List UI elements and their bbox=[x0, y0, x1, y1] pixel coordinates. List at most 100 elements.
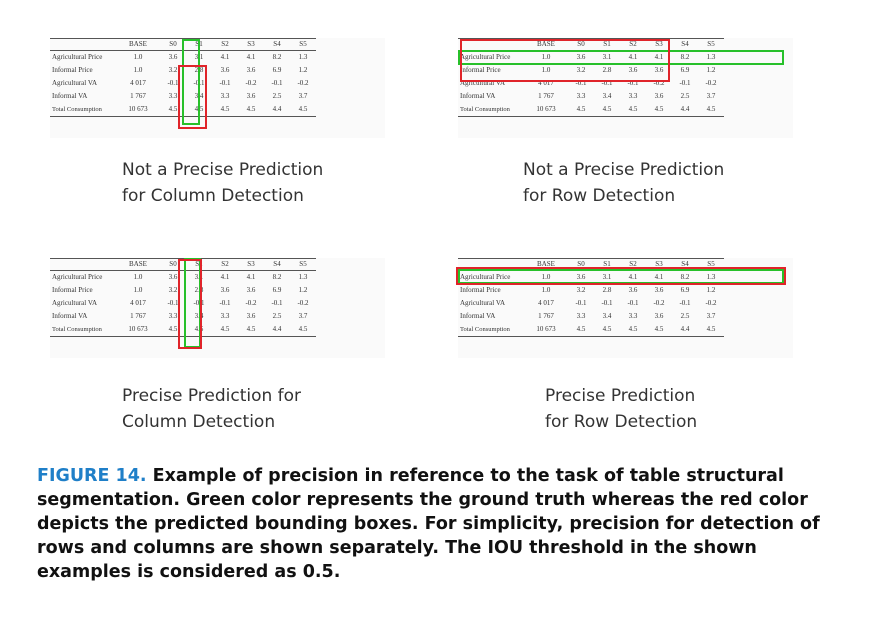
table-cell: 3.6 bbox=[576, 273, 586, 281]
table-cell: 2.5 bbox=[680, 92, 690, 100]
table-cell: -0.1 bbox=[193, 299, 205, 307]
table-cell: 4.5 bbox=[212, 323, 238, 337]
row-label: Agricultural VA bbox=[460, 79, 506, 87]
row-label: Informal VA bbox=[52, 92, 88, 100]
table-cell: 4.5 bbox=[620, 103, 646, 117]
table-cell: 3.6 bbox=[220, 66, 230, 74]
figure-text: Example of precision in reference to the… bbox=[37, 466, 820, 582]
table-cell: 4 017 bbox=[130, 79, 146, 87]
data-table: BASE S0 S1 S2 S3 S4 S5 Agricultural Price 1.0 3.6… bbox=[458, 258, 724, 337]
table-cell: -0.1 bbox=[627, 299, 639, 307]
table-row: Agricultural VA 4 017 -0.1 -0.1 -0.1 -0.2 -0.1… bbox=[458, 297, 724, 310]
column-header: S3 bbox=[646, 258, 672, 271]
table-row: Informal VA 1 767 3.3 3.4 3.3 3.6 2.5 3.7 bbox=[50, 90, 316, 103]
row-label: Total Consumption bbox=[458, 323, 524, 337]
table-cell: 4.5 bbox=[568, 103, 594, 117]
row-label: Total Consumption bbox=[458, 103, 524, 117]
column-header: S0 bbox=[568, 258, 594, 271]
table-cell: 3.6 bbox=[628, 66, 638, 74]
table-cell: -0.2 bbox=[245, 79, 257, 87]
table-cell: 4.5 bbox=[698, 323, 724, 337]
table-row: Informal Price 1.0 3.2 2.8 3.6 3.6 6.9 1.2 bbox=[458, 64, 724, 77]
table-cell: 1.0 bbox=[541, 66, 551, 74]
table-cell: 4.1 bbox=[246, 273, 256, 281]
table-row: Total Consumption 10 673 4.5 4.5 4.5 4.5 4.4 4.… bbox=[458, 103, 724, 117]
table-cell: 4.5 bbox=[646, 103, 672, 117]
table-image: BASE S0 S1 S2 S3 S4 S5 Agricultural Price 1.0 3.6… bbox=[458, 38, 724, 117]
column-header: S5 bbox=[698, 38, 724, 51]
table-row: Informal VA 1 767 3.3 3.4 3.3 3.6 2.5 3.7 bbox=[50, 310, 316, 323]
table-cell: 1.0 bbox=[133, 66, 143, 74]
row-label: Informal Price bbox=[460, 286, 501, 294]
table-row: Agricultural VA 4 017 -0.1 -0.1 -0.1 -0.2 -0.1… bbox=[458, 77, 724, 90]
table-cell: 1 767 bbox=[130, 312, 146, 320]
table-cell: 10 673 bbox=[116, 323, 160, 337]
table-cell: -0.1 bbox=[679, 299, 691, 307]
table-cell: 4.1 bbox=[628, 273, 638, 281]
column-header bbox=[458, 38, 524, 51]
table-image: BASE S0 S1 S2 S3 S4 S5 Agricultural Price 1.0 3.6… bbox=[50, 38, 316, 117]
column-header: BASE bbox=[524, 38, 568, 51]
table-cell: 4.5 bbox=[620, 323, 646, 337]
column-header: S4 bbox=[672, 258, 698, 271]
table-cell: 3.2 bbox=[576, 286, 586, 294]
table-cell: 3.6 bbox=[246, 66, 256, 74]
table-cell: -0.2 bbox=[653, 79, 665, 87]
table-cell: 3.6 bbox=[654, 312, 664, 320]
table-cell: -0.1 bbox=[167, 79, 179, 87]
table-cell: 1 767 bbox=[538, 92, 554, 100]
table-cell: 2.8 bbox=[194, 66, 204, 74]
table-cell: 3.1 bbox=[194, 53, 204, 61]
data-table: BASE S0 S1 S2 S3 S4 S5 Agricultural Price 1.0 3.6… bbox=[50, 38, 316, 117]
panel-caption: Precise Prediction for Column Detection bbox=[122, 386, 302, 432]
column-header bbox=[458, 258, 524, 271]
table-row: Total Consumption 10 673 4.5 4.5 4.5 4.5 4.4 4.… bbox=[50, 323, 316, 337]
table-cell: 4.5 bbox=[186, 323, 212, 337]
table-cell: 1.3 bbox=[298, 53, 308, 61]
column-header: S1 bbox=[186, 258, 212, 271]
panel-column-precise: BASE S0 S1 S2 S3 S4 S5 Agricultural Price 1.0 3.6… bbox=[50, 258, 385, 358]
data-table: BASE S0 S1 S2 S3 S4 S5 Agricultural Price 1.0 3.6… bbox=[458, 38, 724, 117]
table-cell: -0.1 bbox=[601, 299, 613, 307]
table-row: Agricultural Price 1.0 3.6 3.1 4.1 4.1 8.2 1.3 bbox=[50, 271, 316, 285]
table-cell: -0.2 bbox=[705, 79, 717, 87]
table-row: Agricultural VA 4 017 -0.1 -0.1 -0.1 -0.2 -0.1… bbox=[50, 77, 316, 90]
table-cell: 4.5 bbox=[212, 103, 238, 117]
table-cell: 1.0 bbox=[541, 286, 551, 294]
column-header: BASE bbox=[116, 38, 160, 51]
table-cell: 4.5 bbox=[698, 103, 724, 117]
table-cell: 1.0 bbox=[133, 273, 143, 281]
table-row: Total Consumption 10 673 4.5 4.5 4.5 4.5 4.4 4.… bbox=[458, 323, 724, 337]
column-header: S5 bbox=[698, 258, 724, 271]
table-cell: 3.1 bbox=[602, 53, 612, 61]
table-cell: 6.9 bbox=[272, 286, 282, 294]
table-cell: -0.2 bbox=[245, 299, 257, 307]
column-header: S1 bbox=[186, 38, 212, 51]
table-cell: 4.1 bbox=[246, 53, 256, 61]
table-cell: 3.7 bbox=[298, 92, 308, 100]
table-cell: 4.5 bbox=[186, 103, 212, 117]
table-cell: 4 017 bbox=[130, 299, 146, 307]
table-cell: 10 673 bbox=[524, 103, 568, 117]
table-row: Agricultural VA 4 017 -0.1 -0.1 -0.1 -0.2 -0.1… bbox=[50, 297, 316, 310]
table-cell: 4.5 bbox=[568, 323, 594, 337]
table-cell: 3.3 bbox=[576, 92, 586, 100]
table-cell: 4.5 bbox=[238, 103, 264, 117]
table-cell: -0.1 bbox=[271, 79, 283, 87]
table-cell: 3.3 bbox=[220, 312, 230, 320]
table-cell: 8.2 bbox=[680, 273, 690, 281]
column-header: S0 bbox=[568, 38, 594, 51]
table-cell: 4.1 bbox=[220, 273, 230, 281]
table-cell: 1.3 bbox=[298, 273, 308, 281]
row-label: Agricultural VA bbox=[52, 299, 98, 307]
table-row: Agricultural Price 1.0 3.6 3.1 4.1 4.1 8.2 1.3 bbox=[458, 51, 724, 65]
table-cell: 6.9 bbox=[680, 66, 690, 74]
table-cell: 4.5 bbox=[160, 323, 186, 337]
table-cell: 8.2 bbox=[680, 53, 690, 61]
table-cell: 4.1 bbox=[654, 53, 664, 61]
table-cell: 3.3 bbox=[168, 92, 178, 100]
table-cell: -0.1 bbox=[219, 299, 231, 307]
row-label: Agricultural VA bbox=[460, 299, 506, 307]
table-cell: 10 673 bbox=[524, 323, 568, 337]
table-cell: 4.1 bbox=[654, 273, 664, 281]
